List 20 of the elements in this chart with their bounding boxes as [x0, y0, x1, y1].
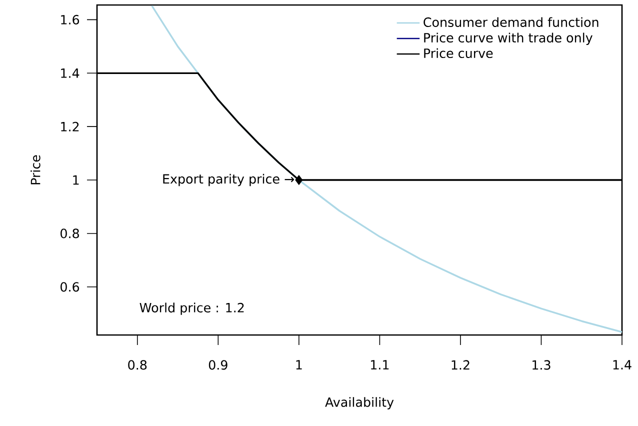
x-axis-title: Availability	[325, 397, 394, 410]
y-tick-label: 0.6	[60, 282, 80, 292]
y-tick-label: 0.8	[60, 228, 79, 238]
y-axis-title: Price	[30, 155, 40, 184]
legend-label: Price curve	[424, 48, 493, 58]
y-tick-label: 1.6	[61, 14, 80, 24]
x-tick-label: 1.1	[371, 360, 389, 370]
x-tick-label: 0.8	[128, 360, 147, 370]
x-tick-label: 1.3	[532, 360, 550, 370]
y-tick-label: 1.2	[61, 122, 79, 132]
legend-label: Consumer demand function	[424, 17, 598, 28]
x-tick-label: 1.2	[452, 360, 470, 370]
legend-label: Price curve with trade only	[424, 32, 592, 45]
x-tick-label: 1	[296, 360, 302, 370]
annotation: World price : 1.2	[140, 302, 244, 315]
y-tick-label: 1.4	[61, 68, 80, 78]
x-tick-label: 0.9	[208, 360, 228, 370]
annotation: Export parity price →	[163, 174, 294, 186]
y-tick-label: 1	[73, 175, 79, 185]
x-tick-label: 1.4	[613, 360, 632, 370]
